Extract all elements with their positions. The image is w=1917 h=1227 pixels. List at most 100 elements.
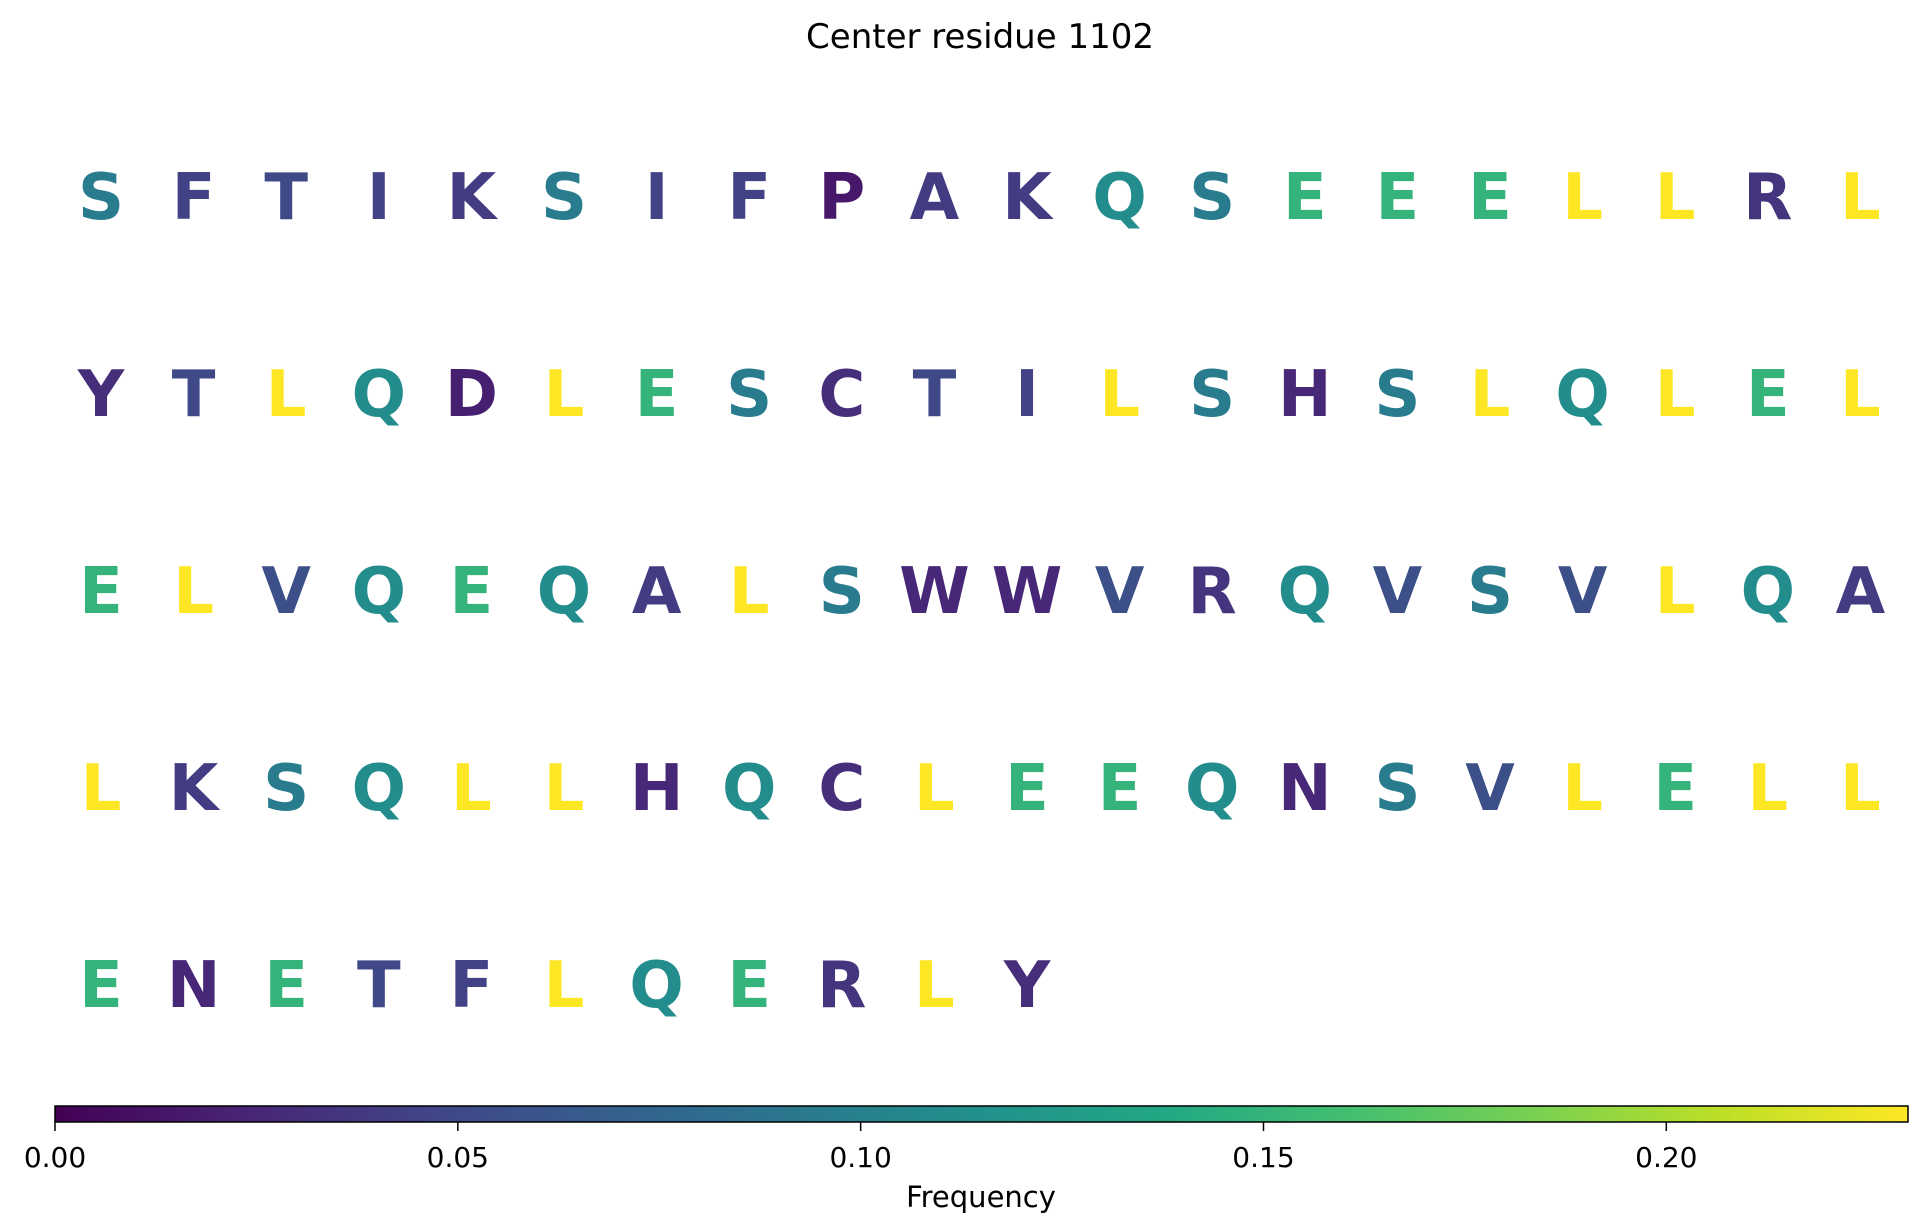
colorbar-gradient [54, 1105, 1909, 1123]
colorbar-tick-label: 0.00 [24, 1141, 86, 1174]
residue-letter: L [544, 358, 585, 432]
residue-letter: L [266, 358, 307, 432]
colorbar-label: Frequency [906, 1180, 1056, 1214]
residue-letter: E [635, 358, 679, 432]
residue-letter: Y [77, 358, 125, 432]
residue-letter: L [1840, 358, 1881, 432]
residue-letter: K [169, 752, 221, 826]
residue-letter: L [1840, 161, 1881, 235]
residue-grid: S F T I K S I F P A K Q S E E E L L R LY T L Q D L E S C T I L S H S L Q L E L… [77, 161, 1886, 1023]
residue-letter: R [1743, 161, 1792, 235]
residue-letter: T [172, 358, 216, 432]
residue-letter: S [263, 752, 309, 826]
residue-letter: E [1098, 752, 1142, 826]
residue-letter: L [544, 949, 585, 1023]
residue-letter: Q [352, 555, 406, 629]
residue-letter: R [817, 949, 866, 1023]
residue-letter: H [630, 752, 684, 826]
residue-letter: D [445, 358, 498, 432]
residue-letter: L [173, 555, 214, 629]
residue-letter: L [914, 949, 955, 1023]
colorbar-tick-label: 0.15 [1232, 1141, 1294, 1174]
residue-letter: V [1373, 555, 1423, 629]
residue-letter: E [727, 949, 771, 1023]
residue-letter: E [1376, 161, 1420, 235]
residue-letter: Q [352, 358, 406, 432]
residue-letter: E [1283, 161, 1327, 235]
residue-letter: L [544, 752, 585, 826]
residue-letter: Q [722, 752, 776, 826]
residue-letter: R [1188, 555, 1237, 629]
residue-letter: E [1746, 358, 1790, 432]
residue-letter: I [645, 161, 669, 235]
residue-letter: E [79, 949, 123, 1023]
residue-letter: K [1002, 161, 1054, 235]
residue-letter: L [1655, 358, 1696, 432]
residue-letter: C [818, 752, 865, 826]
residue-letter: S [819, 555, 865, 629]
residue-letter: Q [1185, 752, 1239, 826]
residue-letter: E [1653, 752, 1697, 826]
residue-letter: N [1278, 752, 1332, 826]
residue-letter: S [1189, 358, 1235, 432]
residue-letter: E [264, 949, 308, 1023]
residue-letter: C [818, 358, 865, 432]
residue-letter: S [1189, 161, 1235, 235]
residue-letter: Q [1555, 358, 1609, 432]
residue-letter: F [727, 161, 771, 235]
residue-letter: Q [537, 555, 591, 629]
residue-letter: S [726, 358, 772, 432]
colorbar-tick-label: 0.10 [829, 1141, 891, 1174]
residue-letter: V [1465, 752, 1515, 826]
chart-title: Center residue 1102 [806, 17, 1154, 57]
residue-letter: W [899, 555, 970, 629]
residue-letter: L [729, 555, 770, 629]
residue-letter: L [914, 752, 955, 826]
colorbar-ticks: 0.00 0.05 0.10 0.15 0.20 [24, 1122, 1697, 1174]
residue-letter: S [541, 161, 587, 235]
residue-letter: V [1558, 555, 1608, 629]
residue-letter: S [78, 161, 124, 235]
residue-letter: P [818, 161, 865, 235]
residue-letter: E [450, 555, 494, 629]
residue-letter: A [632, 555, 682, 629]
colorbar-tick-label: 0.20 [1635, 1141, 1697, 1174]
residue-letter: E [1468, 161, 1512, 235]
residue-letter: L [1840, 752, 1881, 826]
residue-letter: Q [1278, 555, 1332, 629]
residue-letter: E [1005, 752, 1049, 826]
residue-letter: A [910, 161, 960, 235]
residue-letter: I [1015, 358, 1039, 432]
residue-letter: T [913, 358, 957, 432]
residue-letter: A [1836, 555, 1886, 629]
residue-letter: L [1562, 161, 1603, 235]
residue-letter: L [1099, 358, 1140, 432]
residue-letter: F [172, 161, 216, 235]
residue-letter: L [1655, 161, 1696, 235]
residue-letter: H [1278, 358, 1332, 432]
residue-letter: T [264, 161, 308, 235]
residue-letter: S [1374, 752, 1420, 826]
residue-letter: V [1095, 555, 1145, 629]
residue-letter: L [1655, 555, 1696, 629]
residue-letter: S [1467, 555, 1513, 629]
residue-letter: K [447, 161, 499, 235]
residue-letter: L [1747, 752, 1788, 826]
residue-letter: L [451, 752, 492, 826]
residue-letter: E [79, 555, 123, 629]
residue-letter: L [81, 752, 122, 826]
residue-letter: L [1470, 358, 1511, 432]
residue-letter: I [367, 161, 391, 235]
colorbar: 0.00 0.05 0.10 0.15 0.20 Frequency [24, 1105, 1909, 1214]
residue-letter: N [167, 949, 221, 1023]
residue-letter: Q [1092, 161, 1146, 235]
colorbar-tick-label: 0.05 [427, 1141, 489, 1174]
residue-letter: L [1562, 752, 1603, 826]
residue-letter: Q [629, 949, 683, 1023]
residue-letter: Q [352, 752, 406, 826]
residue-letter: S [1374, 358, 1420, 432]
residue-letter: T [357, 949, 401, 1023]
residue-letter: Y [1003, 949, 1051, 1023]
residue-letter: V [261, 555, 311, 629]
